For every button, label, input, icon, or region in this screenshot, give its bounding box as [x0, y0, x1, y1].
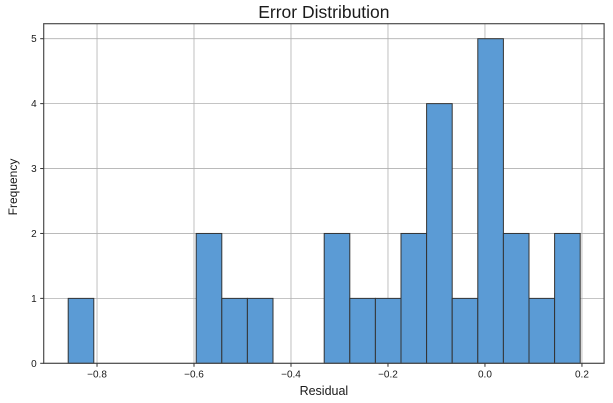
svg-text:−0.4: −0.4 [281, 369, 301, 380]
svg-text:2: 2 [31, 229, 37, 240]
svg-text:0.0: 0.0 [478, 369, 492, 380]
svg-text:−0.8: −0.8 [87, 369, 107, 380]
svg-text:−0.2: −0.2 [378, 369, 398, 380]
svg-text:−0.6: −0.6 [184, 369, 204, 380]
svg-text:4: 4 [31, 99, 37, 110]
svg-text:0: 0 [31, 359, 37, 370]
svg-text:3: 3 [31, 164, 37, 175]
svg-text:0.2: 0.2 [575, 369, 589, 380]
svg-text:5: 5 [31, 34, 37, 45]
svg-text:1: 1 [31, 294, 37, 305]
